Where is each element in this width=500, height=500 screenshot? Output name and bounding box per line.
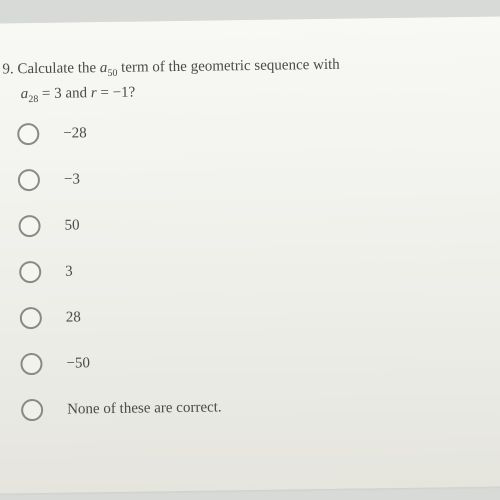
- option-row[interactable]: −3: [18, 163, 494, 192]
- option-row[interactable]: 50: [18, 209, 494, 238]
- radio-icon[interactable]: [20, 307, 42, 329]
- worksheet-page: 9. Calculate the a50 term of the geometr…: [0, 16, 500, 493]
- option-row[interactable]: 3: [19, 255, 495, 284]
- radio-icon[interactable]: [20, 353, 42, 375]
- option-label: 3: [65, 263, 73, 280]
- option-label: −50: [66, 355, 90, 372]
- option-label: None of these are correct.: [67, 399, 222, 418]
- option-label: 50: [64, 217, 79, 234]
- question-text-line2: a28 = 3 and r = −1?: [21, 80, 493, 106]
- radio-icon[interactable]: [18, 169, 40, 191]
- radio-icon[interactable]: [21, 399, 43, 421]
- radio-icon[interactable]: [18, 215, 40, 237]
- option-row[interactable]: None of these are correct.: [21, 393, 497, 422]
- option-label: −3: [64, 171, 80, 188]
- given-eq: = 3 and: [38, 85, 91, 102]
- option-label: −28: [63, 125, 87, 142]
- question-mid: term of the geometric sequence with: [117, 57, 340, 76]
- option-row[interactable]: −28: [17, 117, 493, 146]
- option-row[interactable]: 28: [20, 301, 496, 330]
- given-subscript: 28: [28, 94, 38, 105]
- term-subscript: 50: [107, 68, 117, 79]
- radio-icon[interactable]: [19, 261, 41, 283]
- given-variable: a: [21, 86, 29, 102]
- question-text-line1: 9. Calculate the a50 term of the geometr…: [2, 52, 492, 83]
- question-number: 9.: [2, 61, 13, 77]
- options-list: −28 −3 50 3 28 −50 None of these are cor…: [17, 117, 497, 422]
- radio-icon[interactable]: [17, 123, 39, 145]
- question-prefix: Calculate the: [17, 60, 100, 77]
- given-end: = −1?: [97, 85, 136, 102]
- option-row[interactable]: −50: [20, 347, 496, 376]
- option-label: 28: [66, 309, 81, 326]
- term-variable: a: [100, 60, 108, 76]
